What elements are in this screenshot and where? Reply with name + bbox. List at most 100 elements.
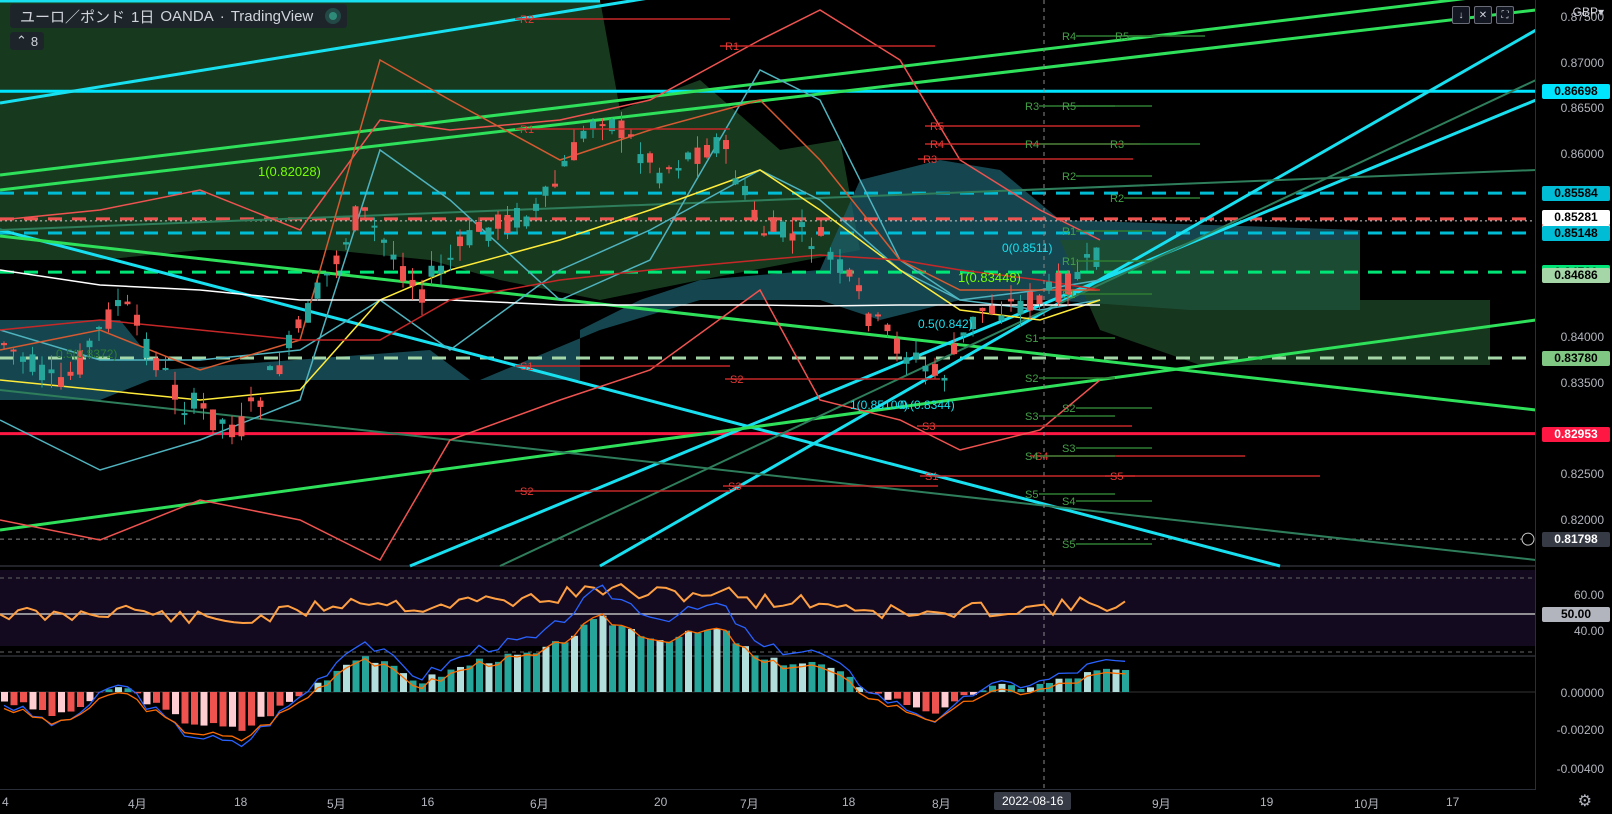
maximize-icon[interactable]: ⛶ [1496, 6, 1514, 24]
macd-histogram-bar [1093, 670, 1101, 692]
candle-body [780, 221, 786, 238]
candle-body [504, 214, 511, 234]
macd-histogram-bar [48, 692, 56, 716]
time-tick: 19 [1260, 795, 1274, 809]
candle-body [647, 153, 653, 163]
symbol-legend[interactable]: ユーロ／ポンド 1日 OANDA · TradingView [10, 4, 348, 28]
signal-line [3, 613, 1126, 742]
macd-histogram-bar [267, 692, 274, 717]
candle-body [884, 324, 891, 332]
candle-body [248, 397, 254, 402]
price-tick: 0.87000 [1560, 55, 1604, 70]
macd-histogram-bar [618, 626, 626, 692]
macd-histogram-bar [751, 655, 759, 692]
candle-body [1, 343, 7, 346]
macd-histogram-bar [134, 692, 141, 694]
macd-histogram-bar [675, 636, 683, 692]
macd-histogram-bar [153, 692, 160, 703]
pivot-label-red: S3 [728, 481, 741, 493]
time-tick: 9月 [1152, 797, 1171, 811]
candle-body [970, 316, 976, 329]
candle-body [314, 282, 321, 299]
pivot-label-red: R2 [520, 14, 534, 26]
candle-body [732, 178, 739, 185]
candle-body [162, 367, 169, 370]
pane-tools: ↓ ✕ ⛶ [1452, 6, 1514, 24]
fib-label-3: 1(0.83448) [958, 270, 1021, 285]
cloud-green [0, 0, 860, 300]
macd-histogram-bar [29, 692, 37, 710]
candle-body [542, 186, 549, 196]
candle-body [457, 236, 463, 247]
price-tag: 0.83780 [1542, 351, 1610, 366]
indicator-line-4 [0, 169, 1101, 401]
macd-histogram-bar [124, 688, 132, 692]
pivot-label-red: S5 [1110, 471, 1123, 483]
indicator-toggle[interactable]: ⌃ 8 [10, 32, 45, 50]
candle-body [276, 365, 283, 375]
macd-histogram-bar [656, 640, 664, 692]
interval-label: 1日 [131, 8, 155, 26]
trend-line-dark-2 [0, 169, 1536, 231]
candle-body [229, 424, 235, 438]
macd-histogram-bar [533, 653, 540, 692]
indicator-line-7 [0, 254, 1101, 341]
macd-histogram-bar [362, 656, 369, 692]
candle-body [1065, 273, 1071, 295]
pivot-label-red: R4 [930, 139, 944, 151]
macd-histogram-bar [561, 642, 569, 692]
price-tick: 0.82000 [1560, 512, 1604, 527]
macd-histogram-bar [998, 683, 1006, 692]
candle-body [143, 338, 150, 358]
close-icon[interactable]: ✕ [1474, 6, 1492, 24]
trend-line-dark-1 [499, 79, 1536, 567]
macd-histogram-bar [894, 692, 901, 699]
macd-histogram-bar [742, 646, 749, 692]
pivot-label-red: S4 [1035, 451, 1048, 463]
price-tag: 0.82953 [1542, 426, 1610, 442]
price-tag: 0.85584 [1542, 186, 1610, 202]
macd-histogram-bar [181, 692, 189, 724]
price-chart[interactable]: R2 R1 R1 S1 S2 S2 S3 S1 R3 R4 R5 S3 S4 S5 R4 R5 R3 R2 R1 S1… [0, 0, 1536, 790]
candle-body [694, 147, 701, 164]
candle-body [267, 366, 273, 371]
currency-selector[interactable]: GBP▾ [1572, 5, 1604, 19]
trend-line-7 [0, 0, 1466, 177]
indicator-count: 8 [30, 33, 39, 49]
candle-body [485, 227, 492, 241]
macd-histogram-bar [685, 630, 692, 692]
price-axis[interactable]: GBP▾ 0.87500 0.87000 0.86500 0.86000 0.84000… [1535, 0, 1612, 790]
candle-body [1055, 272, 1062, 303]
macd-histogram-bar [1008, 685, 1015, 692]
macd-histogram-bar [67, 692, 75, 712]
macd-histogram-bar [200, 692, 208, 726]
candle-body [666, 167, 672, 170]
time-tick: 8月 [932, 797, 951, 811]
candle-body [1017, 300, 1024, 315]
macd-histogram-bar [105, 689, 113, 692]
macd-histogram-bar [609, 625, 616, 692]
candle-body [1046, 281, 1052, 291]
candle-body [77, 350, 83, 375]
macd-histogram-bar [599, 615, 607, 692]
candle-body [419, 289, 425, 303]
symbol-name: ユーロ／ポンド [20, 8, 126, 26]
candle-body [476, 222, 482, 232]
fib-label-7: 0.5(0.842) [918, 317, 973, 331]
arrow-down-icon[interactable]: ↓ [1452, 6, 1470, 24]
indicator-line-1 [0, 288, 1101, 561]
macd-histogram-bar [428, 674, 436, 692]
macd-histogram-bar [704, 630, 711, 692]
candle-body [856, 285, 862, 292]
indicator-line-2 [0, 69, 1101, 471]
time-axis[interactable]: 4 4月 18 5月 16 6月 20 7月 18 8月 9月 19 10月 17 2022-08-16 [0, 789, 1536, 814]
macd-histogram-bar [86, 692, 94, 702]
pivot-label-green: S5 [1025, 489, 1038, 501]
indicator-tick: -0.00200 [1556, 723, 1604, 737]
candle-body [960, 332, 967, 336]
settings-gear-icon[interactable]: ⚙ [1577, 793, 1592, 810]
candle-body [286, 334, 292, 349]
cloud-future [1060, 240, 1490, 365]
trend-line-1 [0, 228, 1281, 568]
